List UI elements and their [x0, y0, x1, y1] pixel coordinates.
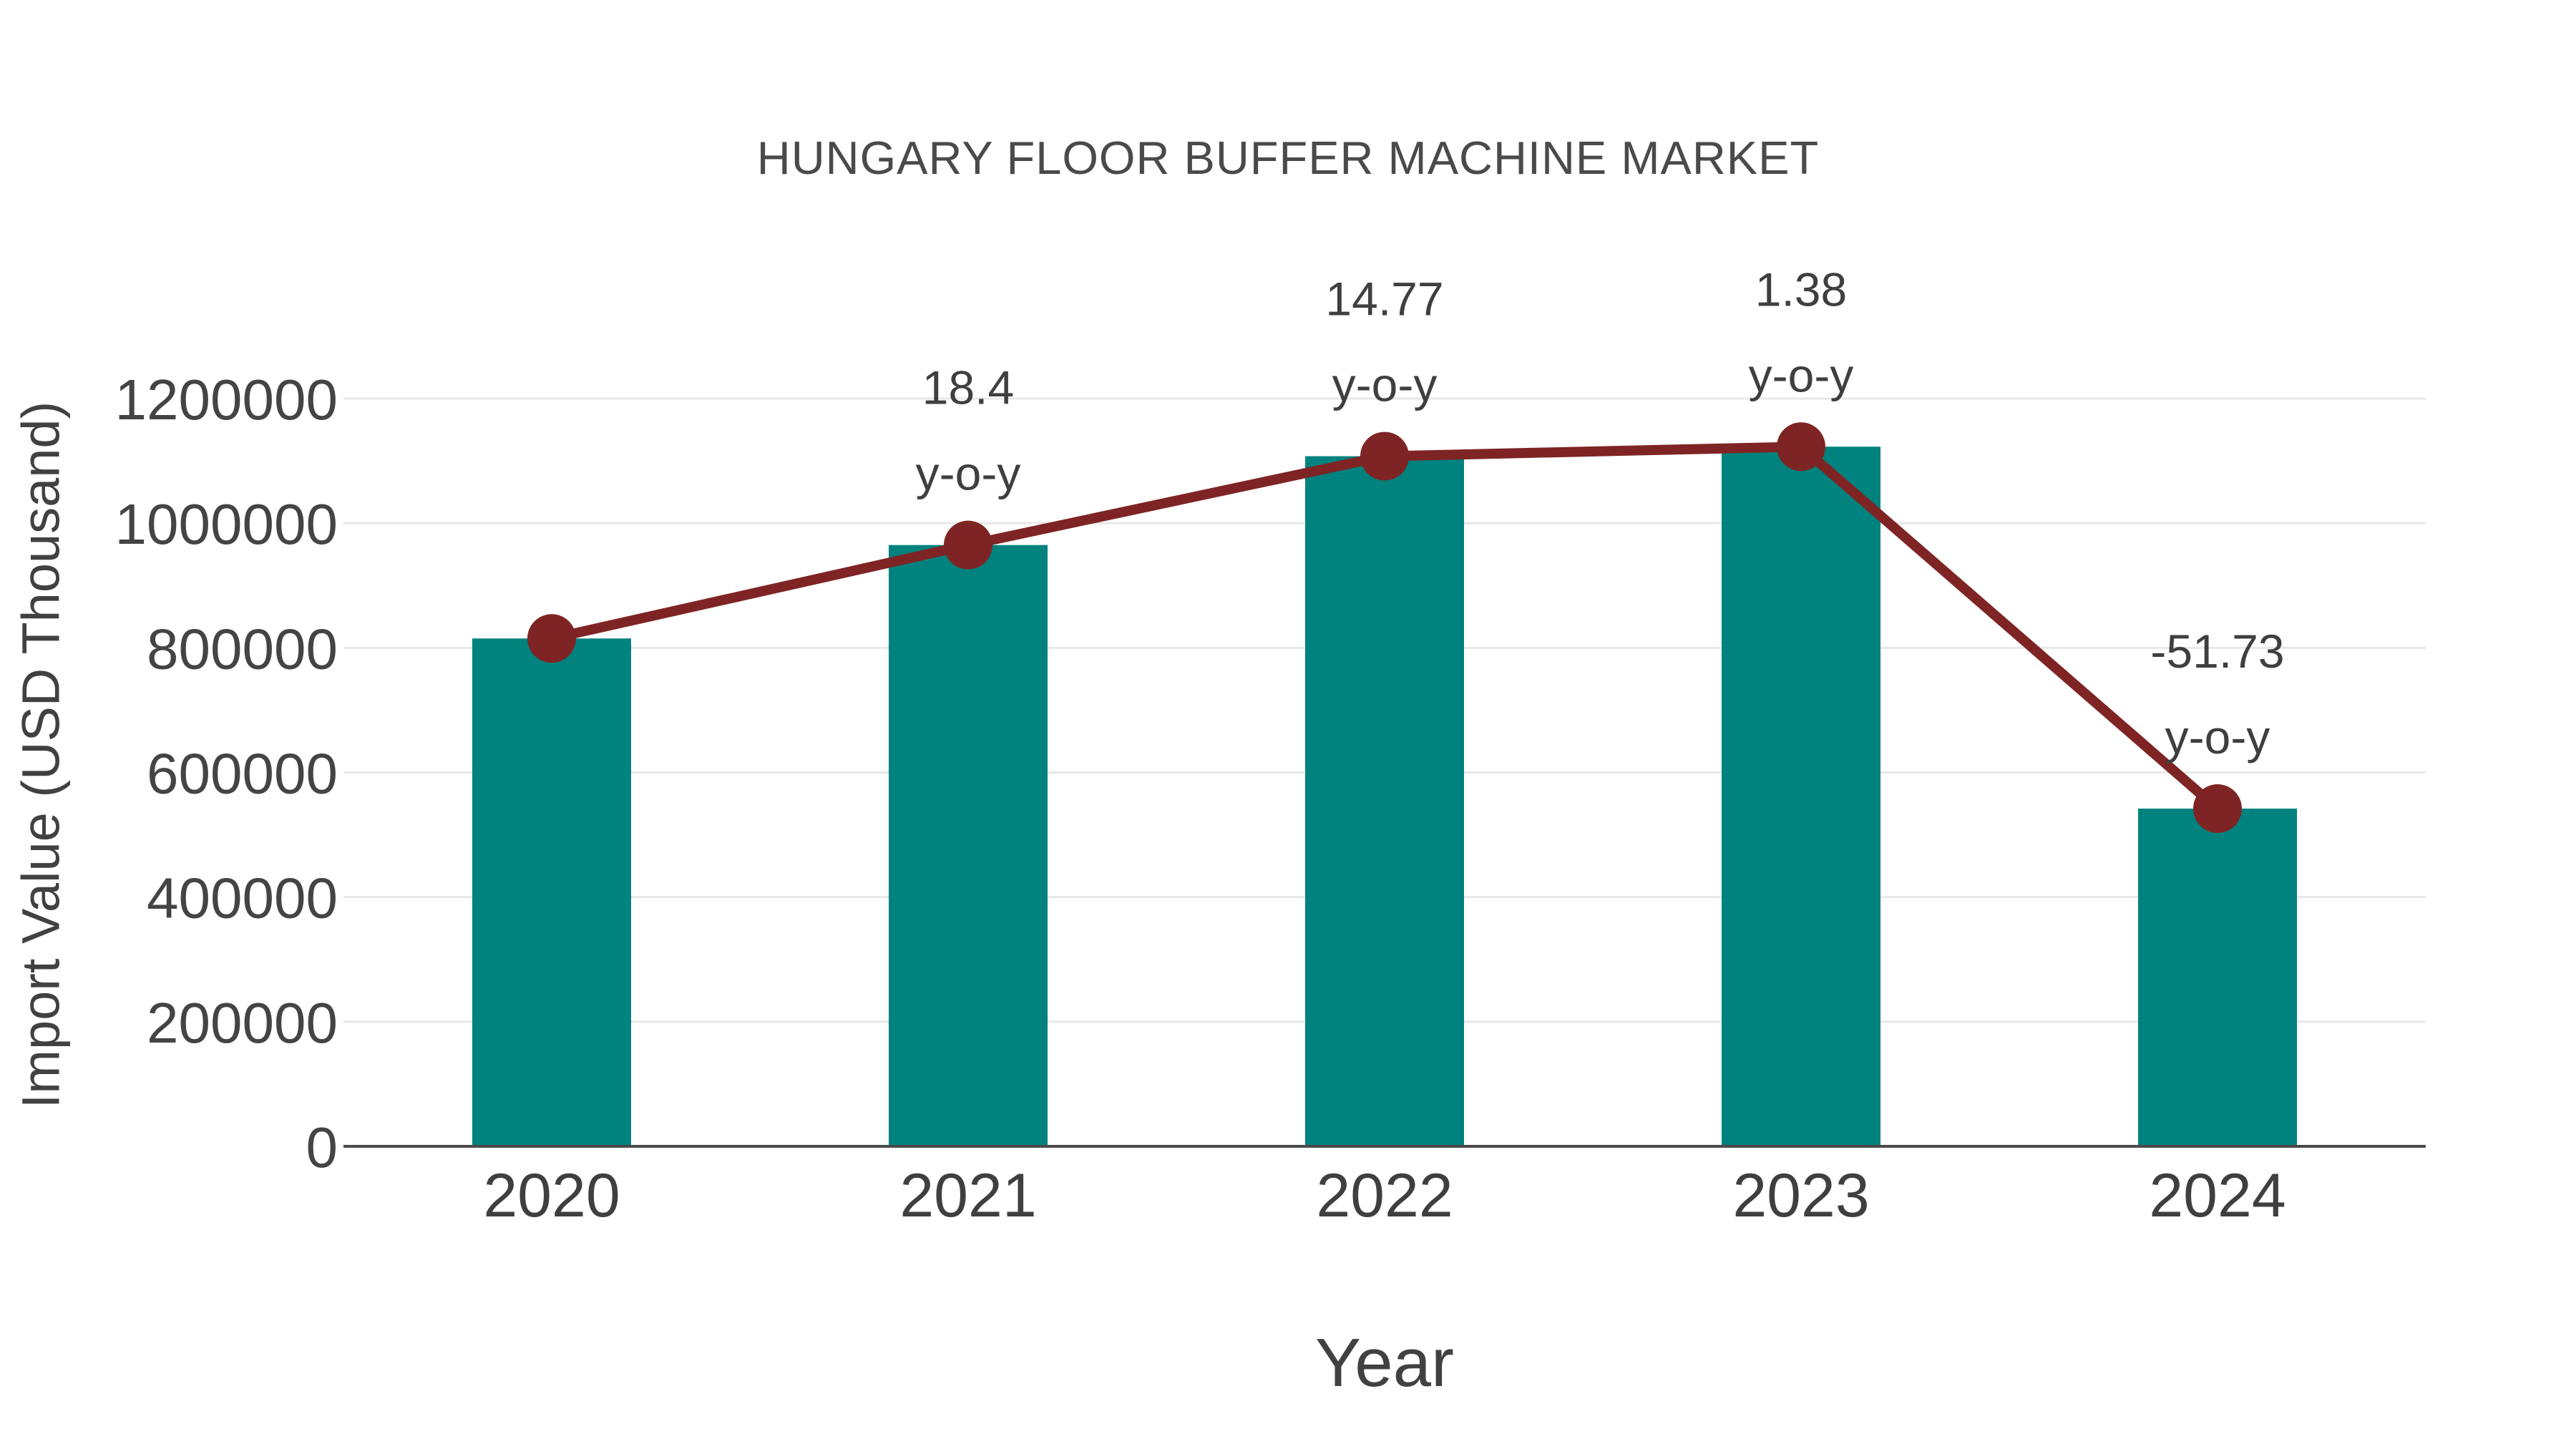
trend-point-2023: [1777, 422, 1825, 472]
trend-point-2024: [2193, 784, 2242, 834]
yoy-value: 18.4: [922, 361, 1014, 414]
y-tick-label: 0: [306, 1116, 338, 1179]
yoy-value: 14.77: [1325, 273, 1443, 326]
trend-point-2021: [944, 520, 992, 570]
y-tick-label: 600000: [147, 742, 338, 806]
yoy-suffix: y-o-y: [1749, 348, 1854, 401]
y-tick-label: 1000000: [115, 492, 338, 556]
y-tick-label: 400000: [147, 867, 338, 930]
yoy-value: 1.38: [1755, 263, 1847, 316]
bar-2024: [2138, 809, 2297, 1146]
yoy-suffix: y-o-y: [916, 447, 1021, 500]
yoy-suffix: y-o-y: [1332, 358, 1438, 411]
bar-2022: [1305, 456, 1464, 1146]
y-tick-label: 800000: [147, 617, 338, 680]
x-tick-label: 2024: [2149, 1161, 2285, 1230]
x-tick-label: 2021: [899, 1161, 1036, 1230]
x-axis-title: Year: [1315, 1324, 1454, 1401]
x-tick-label: 2023: [1732, 1161, 1869, 1230]
yoy-suffix: y-o-y: [2165, 711, 2270, 763]
bar-2020: [472, 638, 631, 1146]
trend-point-2022: [1360, 431, 1409, 481]
bar-2021: [889, 545, 1048, 1146]
y-tick-label: 1200000: [115, 368, 338, 431]
x-tick-label: 2022: [1316, 1161, 1453, 1230]
chart-title: HUNGARY FLOOR BUFFER MACHINE MARKET: [756, 132, 1820, 184]
bar-2023: [1722, 447, 1880, 1146]
trend-point-2020: [527, 614, 576, 663]
y-tick-label: 200000: [147, 991, 338, 1055]
yoy-value: -51.73: [2150, 625, 2284, 678]
x-tick-label: 2020: [483, 1161, 620, 1230]
